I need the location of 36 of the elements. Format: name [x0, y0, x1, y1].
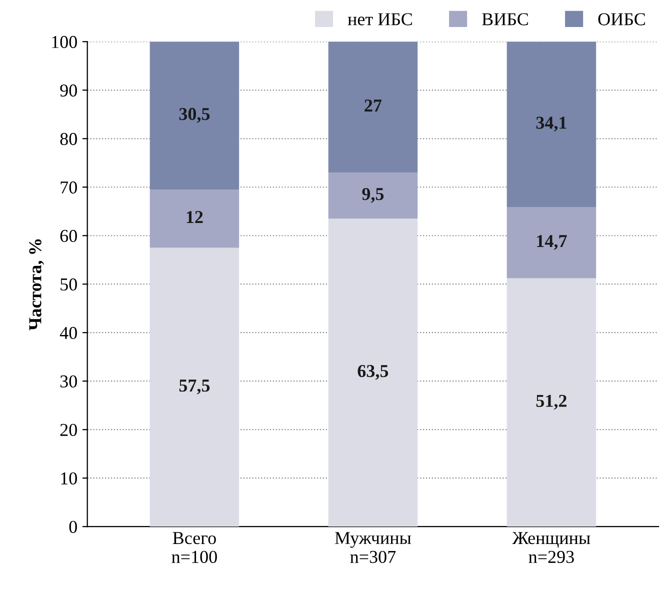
y-tick-label: 70 [60, 181, 77, 194]
y-tick-label: 40 [60, 326, 77, 340]
y-tick-label: 20 [60, 424, 77, 436]
data-label: 12 [186, 211, 203, 223]
bar [328, 172, 418, 219]
y-axis-title: Частота, % [29, 239, 44, 330]
y-tick-label: 100 [52, 36, 77, 48]
bar [506, 278, 596, 527]
bar [506, 207, 596, 278]
bar [328, 218, 418, 527]
x-tick-label: Женщины n=293 [512, 532, 590, 564]
legend-label: ОИБС [598, 13, 645, 26]
x-tick-label: Всего n=100 [172, 532, 217, 564]
y-tick-label: 60 [60, 230, 77, 242]
data-label: 14,7 [537, 235, 567, 250]
x-tick-label: Мужчины n=307 [335, 532, 412, 564]
y-tick-label: 50 [60, 278, 77, 291]
y-tick-label: 90 [60, 84, 77, 97]
y-tick-label: 10 [61, 472, 77, 485]
data-label: 63,5 [358, 364, 388, 380]
y-tick-label: 0 [69, 520, 77, 534]
data-label: 30,5 [179, 108, 210, 123]
data-label: 27 [364, 100, 382, 112]
y-tick-label: 80 [60, 132, 77, 146]
data-label: 9,5 [362, 188, 384, 203]
legend-label: ВИБС [482, 13, 528, 26]
legend-label: нет ИБС [348, 13, 412, 26]
bar [150, 190, 240, 248]
y-tick-label: 30 [60, 375, 77, 388]
data-label: 57,5 [179, 380, 210, 394]
data-label: 34,1 [536, 116, 566, 132]
bar [150, 248, 240, 527]
bar [328, 42, 418, 173]
data-label: 51,2 [536, 394, 566, 410]
bar [506, 42, 596, 208]
bar [150, 42, 240, 190]
